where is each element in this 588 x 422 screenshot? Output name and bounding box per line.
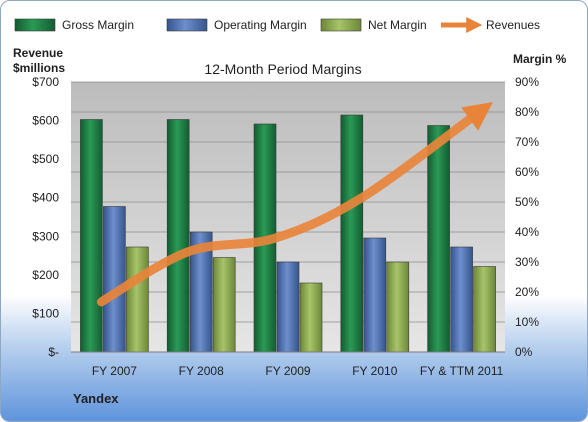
legend-swatch-gross-margin: [14, 18, 56, 32]
legend: Gross Margin Operating Margin Net Margin Re…: [14, 16, 540, 34]
legend-label: Operating Margin: [214, 18, 307, 32]
left-tick-label: $100: [32, 306, 59, 320]
right-tick-label: 0%: [515, 345, 533, 359]
left-tick-label: $400: [32, 191, 59, 205]
category-label: FY & TTM 2011: [420, 364, 504, 378]
legend-swatch-net-margin: [320, 18, 362, 32]
right-tick-label: 10%: [515, 315, 539, 329]
right-tick-label: 20%: [515, 285, 539, 299]
bar-net-margin: [299, 282, 323, 353]
right-tick-label: 30%: [515, 255, 539, 269]
labels: 12-Month Period Margins Revenue $million…: [13, 46, 567, 406]
left-tick-label: $-: [48, 345, 59, 359]
bar-net-margin: [126, 246, 149, 353]
left-tick-label: $700: [32, 75, 59, 89]
company-label: Yandex: [73, 391, 119, 406]
bar-net-margin: [212, 257, 236, 353]
bar-net-margin: [386, 261, 410, 353]
left-axis-label-line1: Revenue: [13, 46, 63, 60]
bars: [80, 114, 496, 353]
legend-swatch-operating-margin: [166, 18, 208, 32]
revenue-line: [96, 102, 493, 307]
chart-title: 12-Month Period Margins: [204, 61, 361, 77]
right-tick-label: 90%: [515, 75, 539, 89]
bar-net-margin: [473, 266, 496, 353]
left-tick-label: $500: [32, 152, 59, 166]
legend-label: Net Margin: [368, 18, 427, 32]
bar-gross-margin: [427, 125, 450, 353]
category-label: FY 2010: [352, 364, 397, 378]
bar-gross-margin: [166, 119, 190, 353]
left-axis-label-line2: $millions: [13, 61, 65, 75]
category-label: FY 2008: [179, 364, 224, 378]
right-tick-label: 60%: [515, 165, 539, 179]
bar-operating-margin: [103, 206, 126, 353]
left-tick-label: $600: [32, 114, 59, 128]
category-label: FY 2007: [92, 364, 137, 378]
left-tick-label: $300: [32, 229, 59, 243]
category-label: FY 2009: [265, 364, 310, 378]
bar-operating-margin: [363, 237, 387, 353]
right-tick-label: 70%: [515, 135, 539, 149]
axes: 0% 10% 20% 30% 40% 50% 60% 70% 80% 90% $- $100 $200 $…: [32, 75, 539, 378]
legend-label: Revenues: [486, 18, 540, 32]
right-tick-label: 80%: [515, 105, 539, 119]
bar-gross-margin: [80, 119, 103, 353]
legend-label: Gross Margin: [62, 18, 134, 32]
right-tick-label: 40%: [515, 225, 539, 239]
right-tick-label: 50%: [515, 195, 539, 209]
bar-operating-margin: [276, 261, 300, 353]
right-axis-label: Margin %: [513, 52, 567, 66]
bar-gross-margin: [340, 114, 364, 353]
bar-operating-margin: [450, 246, 473, 353]
revenue-line-path: [96, 102, 493, 307]
left-tick-label: $200: [32, 268, 59, 282]
